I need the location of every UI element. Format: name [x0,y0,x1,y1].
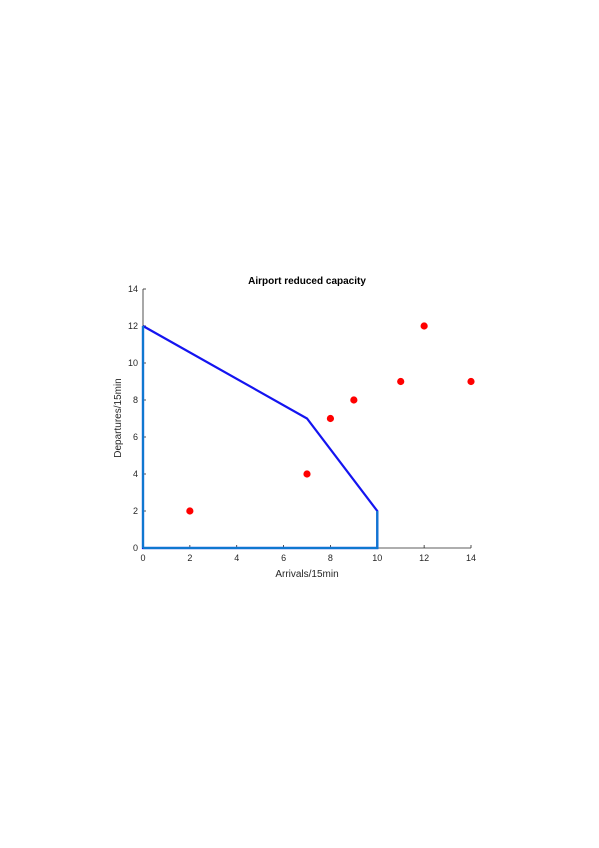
x-tick-label: 2 [187,553,192,563]
y-tick-label: 10 [128,358,138,368]
x-axis-label: Arrivals/15min [275,569,338,580]
x-tick-label: 12 [419,553,429,563]
scatter-point [303,470,311,478]
scatter-point [186,507,194,515]
x-tick-label: 10 [372,553,382,563]
y-tick-label: 14 [128,284,138,294]
scatter-point [326,414,335,423]
x-tick-label: 6 [281,553,286,563]
y-tick-label: 2 [133,506,138,516]
plot-area [141,322,475,550]
x-tick-label: 4 [234,553,239,563]
y-axis-label: Departures/15min [113,378,124,457]
y-tick-label: 12 [128,321,138,331]
y-tick-label: 0 [133,543,138,553]
y-tick-label: 4 [133,469,138,479]
axes: 0 2 4 6 8 10 12 14 0 2 4 6 8 10 12 14 [128,284,476,563]
y-tick-label: 8 [133,395,138,405]
x-tick-label: 0 [140,553,145,563]
scatter-point [350,396,358,404]
overlay-segment-0 [143,511,379,550]
series-line-0 [141,325,379,550]
scatter-point [467,377,475,386]
x-tick-label: 14 [466,553,476,563]
x-tick-label: 8 [328,553,333,563]
chart-title: Airport reduced capacity [248,276,366,287]
y-tick-label: 6 [133,432,138,442]
scatter-point [420,322,428,330]
scatter-point [397,377,405,386]
